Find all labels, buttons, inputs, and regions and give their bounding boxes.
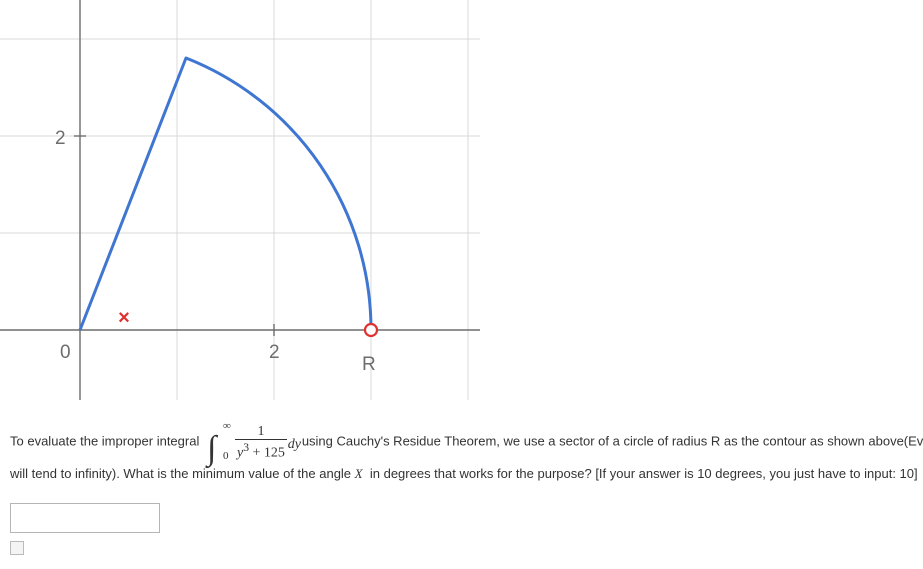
chart-svg: × 0 2 2 R (0, 0, 480, 420)
contour-path (80, 58, 371, 330)
q-mid-3: in degrees that works for the purpose? [… (370, 466, 918, 481)
angle-var: X (355, 466, 363, 481)
grid-vertical (80, 0, 468, 400)
q-mid-1: using Cauchy's Residue Theorem, we use a… (302, 433, 923, 448)
endpoint-R-label: R (362, 354, 376, 375)
tick-marks (74, 136, 274, 336)
question-text: To evaluate the improper integral ∫ ∞ 0 … (10, 420, 918, 555)
axes (0, 0, 480, 400)
fraction-denominator: y3 + 125 (235, 440, 287, 463)
fraction-numerator: 1 (235, 424, 287, 440)
q-mid-2: will tend to infinity). What is the mini… (10, 466, 351, 481)
q-pre: To evaluate the improper integral (10, 433, 199, 448)
grid-horizontal (0, 39, 480, 330)
contour-chart: × 0 2 2 R (0, 0, 480, 420)
y-tick-2: 2 (55, 128, 66, 149)
x-tick-2: 2 (269, 342, 280, 363)
x-tick-0: 0 (60, 342, 71, 363)
integral-lower: 0 (223, 448, 229, 466)
endpoint-R-marker (365, 324, 377, 336)
answer-input[interactable] (10, 503, 160, 533)
differential: dy (288, 434, 301, 456)
integral-expression: ∫ ∞ 0 1 y3 + 125 dy (207, 420, 287, 464)
pole-x-mark: × (118, 307, 130, 329)
integrand-fraction: 1 y3 + 125 (235, 424, 287, 463)
submit-checkbox[interactable] (10, 541, 24, 555)
integral-upper: ∞ (223, 418, 231, 436)
integral-sign: ∫ (207, 422, 216, 476)
